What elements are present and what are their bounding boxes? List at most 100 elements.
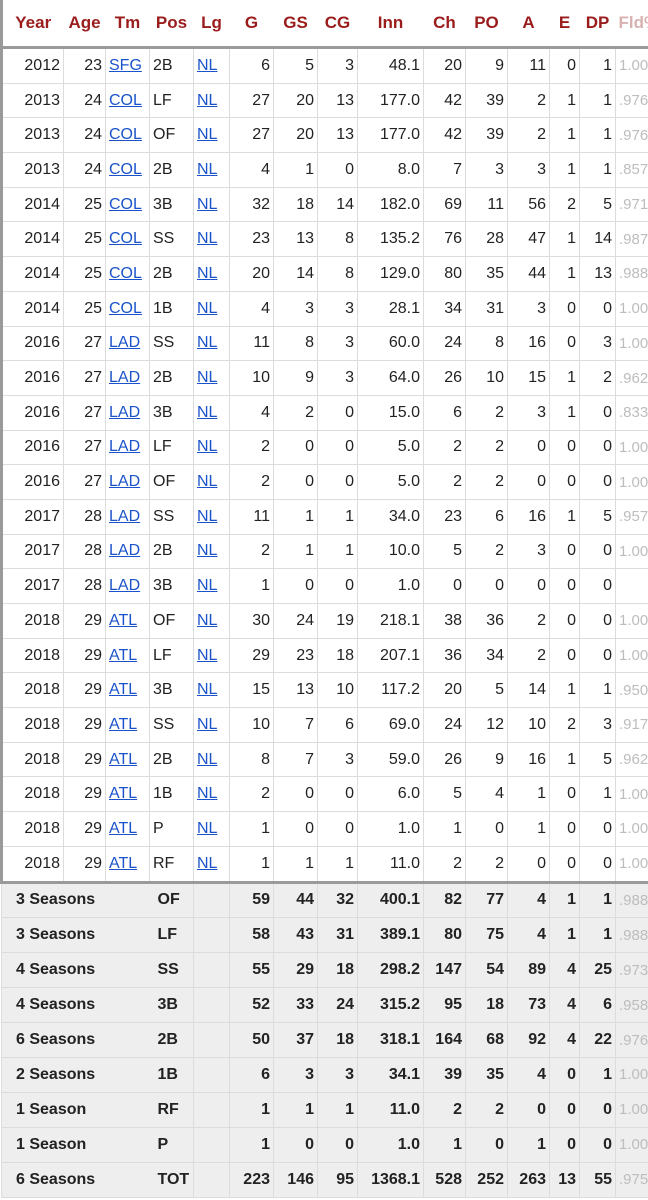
year-cell: 2018	[0, 603, 64, 639]
league-link[interactable]: NL	[197, 507, 218, 525]
position-cell: OF	[149, 117, 194, 154]
column-header-innings[interactable]: Inn	[357, 0, 424, 49]
team-link[interactable]: LAD	[109, 473, 141, 491]
putouts-cell: 6	[465, 498, 508, 535]
column-header-fielding-pct[interactable]: Fld%	[615, 0, 648, 49]
errors-cell: 2	[549, 186, 580, 223]
team-link[interactable]: LAD	[109, 403, 141, 421]
column-header-complete-games[interactable]: CG	[317, 0, 358, 49]
league-link[interactable]: NL	[197, 334, 218, 352]
team-link[interactable]: ATL	[109, 646, 138, 664]
innings-cell: 10.0	[357, 533, 424, 570]
column-header-league[interactable]: Lg	[193, 0, 230, 49]
team-link[interactable]: LAD	[109, 369, 141, 387]
column-header-age[interactable]: Age	[63, 0, 106, 49]
games-started-cell: 0	[273, 811, 318, 847]
league-link[interactable]: NL	[197, 230, 218, 248]
double-plays-cell: 1	[579, 776, 616, 813]
column-header-games[interactable]: G	[229, 0, 274, 49]
league-link[interactable]: NL	[197, 160, 218, 178]
games-started-cell: 20	[273, 117, 318, 154]
position-cell: RF	[149, 1091, 194, 1128]
league-cell: NL	[193, 152, 230, 188]
team-link[interactable]: LAD	[109, 507, 141, 525]
league-link[interactable]: NL	[197, 819, 218, 837]
chances-cell: 36	[423, 637, 466, 674]
league-link[interactable]: NL	[197, 126, 218, 144]
team-link[interactable]: COL	[109, 195, 142, 213]
team-link[interactable]: SFG	[109, 56, 142, 74]
team-link[interactable]: COL	[109, 126, 142, 144]
games-started-cell: 1	[273, 152, 318, 188]
team-link[interactable]: COL	[109, 230, 142, 248]
league-link[interactable]: NL	[197, 403, 218, 421]
column-header-chances[interactable]: Ch	[423, 0, 466, 49]
complete-games-cell: 0	[317, 464, 358, 500]
team-link[interactable]: LAD	[109, 334, 141, 352]
league-link[interactable]: NL	[197, 473, 218, 491]
putouts-cell: 77	[465, 880, 508, 919]
team-link[interactable]: ATL	[109, 611, 138, 629]
league-link[interactable]: NL	[197, 785, 218, 803]
games-cell: 4	[229, 152, 274, 188]
chances-cell: 2	[423, 429, 466, 466]
column-header-team[interactable]: Tm	[105, 0, 150, 49]
team-link[interactable]: LAD	[109, 577, 141, 595]
column-header-games-started[interactable]: GS	[273, 0, 318, 49]
column-header-year[interactable]: Year	[0, 0, 64, 49]
putouts-cell: 36	[465, 603, 508, 639]
team-link[interactable]: COL	[109, 264, 142, 282]
complete-games-cell: 3	[317, 360, 358, 396]
league-link[interactable]: NL	[197, 369, 218, 387]
table-row: 2013 24 COL OF NL 27 20 13 177.0 42 39 2 1 1.976	[0, 117, 648, 154]
games-started-cell: 44	[273, 880, 318, 919]
league-link[interactable]: NL	[197, 299, 218, 317]
league-link[interactable]: NL	[197, 195, 218, 213]
league-link[interactable]: NL	[197, 91, 218, 109]
team-link[interactable]: COL	[109, 299, 142, 317]
league-link[interactable]: NL	[197, 646, 218, 664]
column-header-putouts[interactable]: PO	[465, 0, 508, 49]
team-link[interactable]: LAD	[109, 542, 141, 560]
complete-games-cell: 3	[317, 325, 358, 362]
league-link[interactable]: NL	[197, 56, 218, 74]
complete-games-cell: 1	[317, 498, 358, 535]
league-link[interactable]: NL	[197, 681, 218, 699]
league-link[interactable]: NL	[197, 542, 218, 560]
league-link[interactable]: NL	[197, 750, 218, 768]
team-cell: ATL	[105, 776, 150, 813]
assists-cell: 1	[507, 1126, 550, 1163]
league-link[interactable]: NL	[197, 611, 218, 629]
fielding-pct-cell: 1.000	[615, 1056, 648, 1093]
team-cell: ATL	[105, 845, 150, 883]
column-header-position[interactable]: Pos	[149, 0, 194, 49]
column-header-assists[interactable]: A	[507, 0, 550, 49]
table-row: 2018 29 ATL SS NL 10 7 6 69.0 24 12 10 2 3.917	[0, 707, 648, 743]
team-link[interactable]: ATL	[109, 819, 138, 837]
team-link[interactable]: ATL	[109, 785, 138, 803]
team-link[interactable]: ATL	[109, 854, 138, 872]
league-cell: NL	[193, 637, 230, 674]
team-link[interactable]: LAD	[109, 438, 141, 456]
league-link[interactable]: NL	[197, 438, 218, 456]
complete-games-cell: 0	[317, 1126, 358, 1163]
team-link[interactable]: ATL	[109, 681, 138, 699]
complete-games-cell: 24	[317, 987, 358, 1024]
column-header-errors[interactable]: E	[549, 0, 580, 49]
team-link[interactable]: COL	[109, 91, 142, 109]
league-link[interactable]: NL	[197, 264, 218, 282]
games-cell: 32	[229, 186, 274, 223]
team-link[interactable]: ATL	[109, 715, 138, 733]
team-link[interactable]: COL	[109, 160, 142, 178]
league-link[interactable]: NL	[197, 715, 218, 733]
team-cell: ATL	[105, 707, 150, 743]
errors-cell: 0	[549, 811, 580, 847]
column-header-double-plays[interactable]: DP	[579, 0, 616, 49]
age-cell: 27	[63, 325, 106, 362]
team-link[interactable]: ATL	[109, 750, 138, 768]
chances-cell: 38	[423, 603, 466, 639]
league-link[interactable]: NL	[197, 577, 218, 595]
position-cell: P	[149, 811, 194, 847]
league-link[interactable]: NL	[197, 854, 218, 872]
